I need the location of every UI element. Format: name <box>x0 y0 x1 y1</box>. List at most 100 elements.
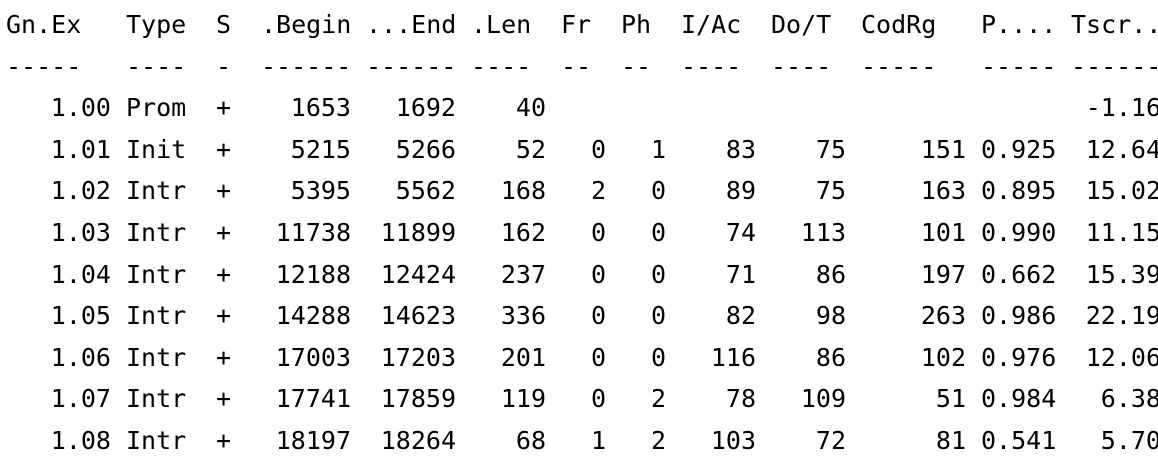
cell-exon-score: 12.06 <box>1085 342 1158 372</box>
cell-exon-score: 22.19 <box>1085 301 1158 331</box>
cell-type: Intr <box>126 217 187 247</box>
cell-type: Intr <box>126 384 187 414</box>
cell-acceptor: 74 <box>725 217 756 247</box>
cell-length: 40 <box>515 93 546 123</box>
table-row: 1.05 Intr +14288 14623 336 0 0 82 98 263 0.986 22.1… <box>6 295 1158 337</box>
exon-table: Gn.Ex Type S .Begin ...End .Len Fr Ph I/Ac Do/T Co… <box>6 4 1158 462</box>
cell-frame: 2 <box>590 176 606 206</box>
cell-exon-score: 12.64 <box>1085 134 1158 164</box>
cell-phase: 2 <box>650 384 666 414</box>
cell-frame: 0 <box>590 134 606 164</box>
cell-strand: + <box>216 176 232 206</box>
cell-exon-score: 15.39 <box>1085 259 1158 289</box>
table-row: 1.01 Init +5215 5266 52 0 1 83 75 151 0.925 12.64 <box>6 129 1158 171</box>
cell-strand: + <box>216 342 232 372</box>
cell-acceptor: 71 <box>725 259 756 289</box>
cell-donor: 86 <box>815 342 846 372</box>
cell-acceptor: 89 <box>725 176 756 206</box>
cell-end: 18264 <box>380 425 456 455</box>
cell-donor: 75 <box>815 176 846 206</box>
header-probability: P.... <box>981 10 1057 39</box>
cell-type: Intr <box>126 176 187 206</box>
cell-end: 1692 <box>395 93 456 123</box>
cell-strand: + <box>216 384 232 414</box>
cell-phase: 0 <box>650 301 666 331</box>
separator-phase: -- <box>621 51 652 81</box>
cell-probability: 0.662 <box>981 259 1057 289</box>
cell-probability: 0.976 <box>981 342 1057 372</box>
cell-length: 336 <box>500 301 546 331</box>
separator-end: ------ <box>366 51 457 81</box>
separator-gene-exon-id: ----- <box>6 51 82 81</box>
cell-length: 162 <box>500 217 546 247</box>
separator-length: ---- <box>471 51 532 81</box>
cell-type: Intr <box>126 301 187 331</box>
cell-end: 17203 <box>380 342 456 372</box>
cell-gene-exon-id: 1.01 <box>50 134 111 164</box>
cell-begin: 11738 <box>275 217 351 247</box>
separator-strand: - <box>216 51 232 81</box>
cell-gene-exon-id: 1.08 <box>50 425 111 455</box>
cell-acceptor: 83 <box>725 134 756 164</box>
cell-frame: 0 <box>590 384 606 414</box>
cell-type: Intr <box>126 425 187 455</box>
cell-frame: 0 <box>590 342 606 372</box>
separator-exon-score: ------ <box>1071 51 1158 81</box>
cell-strand: + <box>216 217 232 247</box>
cell-begin: 14288 <box>275 301 351 331</box>
cell-phase: 0 <box>650 176 666 206</box>
cell-strand: + <box>216 259 232 289</box>
cell-coding-region: 101 <box>920 217 966 247</box>
cell-length: 52 <box>515 134 546 164</box>
cell-end: 17859 <box>380 384 456 414</box>
cell-probability: 0.925 <box>981 134 1057 164</box>
cell-begin: 18197 <box>275 425 351 455</box>
separator-begin: ------ <box>261 51 352 81</box>
header-begin: .Begin <box>261 10 352 39</box>
cell-begin: 5215 <box>290 134 351 164</box>
cell-acceptor: 82 <box>725 301 756 331</box>
cell-gene-exon-id: 1.02 <box>50 176 111 206</box>
cell-probability: 0.541 <box>981 425 1057 455</box>
cell-coding-region: 102 <box>920 342 966 372</box>
cell-type: Init <box>126 134 187 164</box>
cell-strand: + <box>216 425 232 455</box>
table-row: 1.02 Intr +5395 5562 168 2 0 89 75 163 0.895 15.02 <box>6 170 1158 212</box>
cell-coding-region: 81 <box>935 425 966 455</box>
cell-strand: + <box>216 93 232 123</box>
table-row: 1.08 Intr +18197 18264 68 1 2 103 72 81 0.541 5.70 <box>6 420 1158 462</box>
cell-probability: 0.895 <box>981 176 1057 206</box>
separator-probability: ----- <box>981 51 1057 81</box>
cell-exon-score: 6.38 <box>1100 384 1158 414</box>
cell-type: Intr <box>126 342 187 372</box>
cell-donor: 75 <box>815 134 846 164</box>
header-acceptor: I/Ac <box>681 10 742 39</box>
cell-probability: 0.990 <box>981 217 1057 247</box>
cell-length: 201 <box>500 342 546 372</box>
cell-type: Intr <box>126 259 187 289</box>
cell-begin: 5395 <box>290 176 351 206</box>
cell-gene-exon-id: 1.03 <box>50 217 111 247</box>
cell-frame: 0 <box>590 217 606 247</box>
cell-donor: 98 <box>815 301 846 331</box>
cell-phase: 2 <box>650 425 666 455</box>
cell-exon-score: -1.16 <box>1085 93 1158 123</box>
cell-gene-exon-id: 1.00 <box>50 93 111 123</box>
header-type: Type <box>126 10 187 39</box>
cell-coding-region: 163 <box>920 176 966 206</box>
separator-coding-region: ----- <box>861 51 937 81</box>
cell-gene-exon-id: 1.05 <box>50 301 111 331</box>
cell-length: 168 <box>500 176 546 206</box>
separator-frame: -- <box>561 51 592 81</box>
separator-acceptor: ---- <box>681 51 742 81</box>
header-length: .Len <box>471 10 532 39</box>
cell-type: Prom <box>126 93 187 123</box>
cell-strand: + <box>216 134 232 164</box>
cell-end: 14623 <box>380 301 456 331</box>
cell-frame: 0 <box>590 259 606 289</box>
cell-exon-score: 15.02 <box>1085 176 1158 206</box>
header-coding-region: CodRg <box>861 10 937 39</box>
cell-end: 5266 <box>395 134 456 164</box>
cell-coding-region: 263 <box>920 301 966 331</box>
